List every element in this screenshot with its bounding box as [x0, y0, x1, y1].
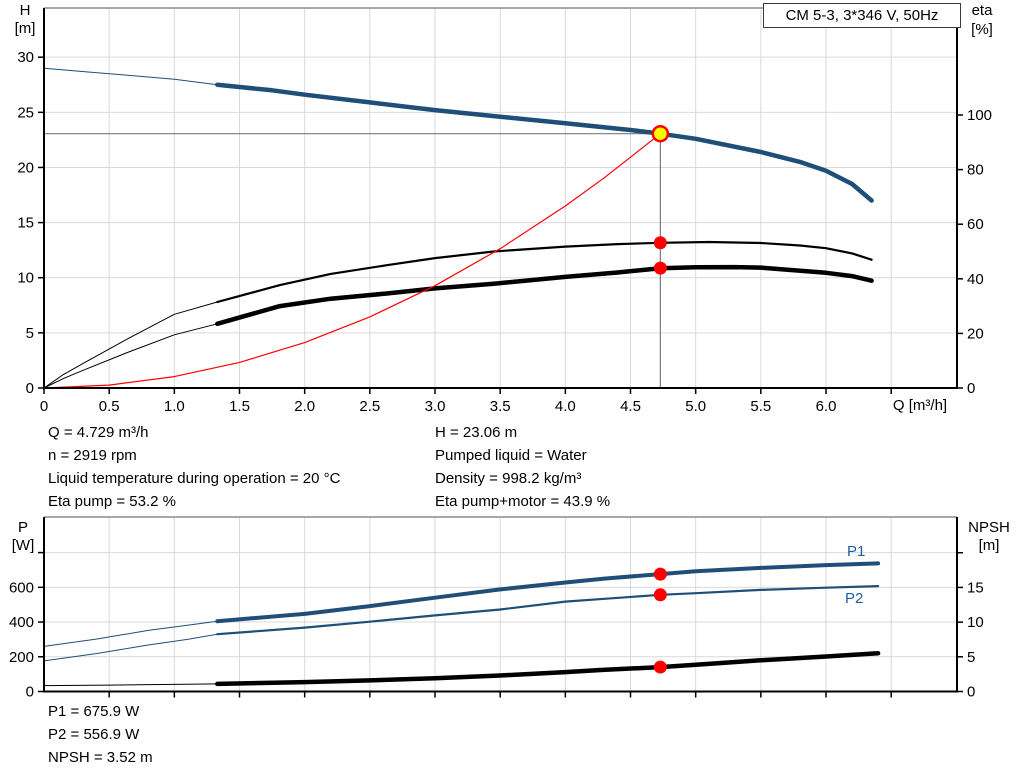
p2-curve-label: P2	[845, 590, 864, 607]
p2-value: P2 = 556.9 W	[48, 726, 140, 743]
left-tick-label: 0	[26, 684, 34, 701]
head-curve	[215, 82, 874, 203]
eta-pump-motor-curve	[215, 264, 874, 327]
operating-data-left-column: Q = 4.729 m³/h n = 2919 rpm Liquid tempe…	[48, 421, 340, 513]
p1-curve-label: P1	[847, 543, 866, 560]
x-tick-label: 2.0	[294, 398, 315, 415]
eta-pump-motor-point	[653, 261, 667, 275]
p2-curve-inlet	[43, 633, 218, 662]
liquid-temperature-value: Liquid temperature during operation = 20…	[48, 470, 341, 487]
system-curve	[43, 133, 662, 389]
operating-data-bottom-column: P1 = 675.9 W P2 = 556.9 W NPSH = 3.52 m	[48, 700, 153, 769]
p1-curve-inlet	[43, 620, 218, 647]
x-tick-label: 1.5	[229, 398, 250, 415]
head-curve-inlet	[43, 67, 218, 86]
eta-pump-point	[653, 236, 667, 250]
eta-pump-curve-inlet	[43, 301, 218, 389]
eta-pump-value: Eta pump = 53.2 %	[48, 493, 176, 510]
operating-data-right-column: H = 23.06 m Pumped liquid = Water Densit…	[435, 421, 610, 513]
left-tick-label: 20	[17, 159, 34, 176]
eta-pump-motor-curve-inlet	[43, 323, 218, 389]
power-axis-title: P	[17, 519, 28, 536]
p1-value: P1 = 675.9 W	[48, 703, 140, 720]
right-tick-label: 10	[967, 614, 984, 631]
npsh-curve	[215, 651, 881, 687]
right-tick-label: 60	[967, 216, 984, 233]
left-tick-label: 0	[26, 380, 34, 397]
x-tick-label: 1.0	[164, 398, 185, 415]
x-tick-label: 4.5	[620, 398, 641, 415]
right-tick-label: 40	[967, 271, 984, 288]
right-tick-label: 0	[967, 380, 975, 397]
flow-axis-title: Q [m³/h]	[892, 397, 948, 414]
x-tick-label: 3.5	[490, 398, 511, 415]
right-tick-label: 15	[967, 579, 984, 596]
p2-curve	[216, 584, 880, 636]
npsh-axis-unit: [m]	[978, 537, 1000, 554]
npsh-value: NPSH = 3.52 m	[48, 749, 153, 766]
p2-point	[653, 588, 667, 602]
pumped-liquid-value: Pumped liquid = Water	[435, 447, 587, 464]
pump-model-badge: CM 5-3, 3*346 V, 50Hz	[763, 3, 961, 28]
left-tick-label: 15	[17, 215, 34, 232]
x-tick-label: 0.5	[99, 398, 120, 415]
speed-value: n = 2919 rpm	[48, 447, 137, 464]
x-tick-label: 3.0	[425, 398, 446, 415]
density-value: Density = 998.2 kg/m³	[435, 470, 582, 487]
right-tick-label: 80	[967, 162, 984, 179]
duty-point-marker	[651, 124, 670, 143]
left-tick-label: 600	[9, 579, 34, 596]
left-tick-label: 25	[17, 104, 34, 121]
eta-pump-motor-value: Eta pump+motor = 43.9 %	[435, 493, 611, 510]
left-tick-label: 10	[17, 270, 34, 287]
power-axis-unit: [W]	[11, 537, 35, 554]
p1-curve	[215, 561, 881, 624]
npsh-curve-inlet	[43, 683, 218, 687]
head-axis-title: H	[19, 2, 31, 19]
head-value: H = 23.06 m	[435, 424, 518, 441]
flow-value: Q = 4.729 m³/h	[48, 424, 149, 441]
x-tick-label: 2.5	[359, 398, 380, 415]
p1-point	[653, 567, 667, 581]
left-tick-label: 30	[17, 49, 34, 66]
npsh-axis-title: NPSH	[968, 519, 1010, 536]
right-tick-label: 100	[967, 107, 992, 124]
eta-axis-title: eta	[971, 2, 993, 19]
left-tick-label: 400	[9, 614, 34, 631]
x-tick-label: 0	[40, 398, 48, 415]
x-tick-label: 6.0	[816, 398, 837, 415]
npsh-point	[653, 660, 667, 674]
pump-model-label: CM 5-3, 3*346 V, 50Hz	[785, 7, 939, 24]
x-tick-label: 5.5	[750, 398, 771, 415]
right-tick-label: 5	[967, 649, 975, 666]
x-tick-label: 4.0	[555, 398, 576, 415]
head-axis-unit: [m]	[14, 20, 36, 37]
right-tick-label: 0	[967, 684, 975, 701]
x-tick-label: 5.0	[685, 398, 706, 415]
left-tick-label: 200	[9, 649, 34, 666]
right-tick-label: 20	[967, 325, 984, 342]
left-tick-label: 5	[26, 325, 34, 342]
eta-pump-curve	[216, 240, 873, 304]
eta-axis-unit: [%]	[971, 21, 993, 38]
